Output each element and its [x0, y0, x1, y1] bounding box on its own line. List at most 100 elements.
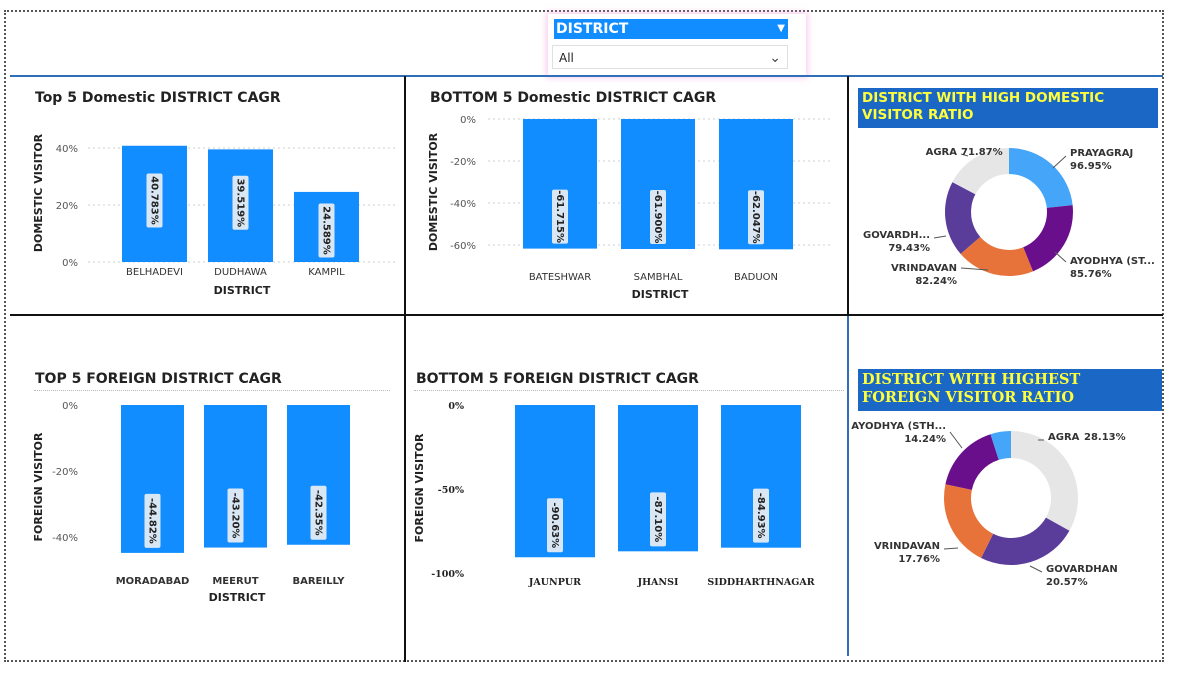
- y-axis-title: FOREIGN VISITOR: [413, 433, 426, 542]
- leader-line: [949, 431, 963, 449]
- data-label: -61.715%: [554, 190, 565, 243]
- y-tick-label: 20%: [56, 201, 78, 212]
- category-label: BELHADEVI: [126, 267, 183, 278]
- chart-title: DISTRICT WITH HIGHEST FOREIGN VISITOR RA…: [858, 369, 1162, 411]
- leader-line: [1054, 251, 1067, 263]
- slice-label: AGRA: [926, 147, 958, 158]
- data-label-box: [547, 498, 563, 553]
- category-label: MORADABAD: [116, 576, 190, 587]
- slice-label: GOVARDH...: [863, 230, 930, 241]
- data-label: -84.93%: [755, 493, 766, 539]
- y-tick-label: 0%: [448, 401, 464, 412]
- category-label: MEERUT: [212, 576, 258, 587]
- donut-slice: [952, 148, 1009, 195]
- slicer-selected-value: All: [559, 51, 574, 65]
- data-label: 40.783%: [149, 176, 160, 225]
- category-label: BATESHWAR: [529, 272, 591, 283]
- y-tick-label: -20%: [450, 157, 476, 168]
- y-tick-label: -40%: [450, 199, 476, 210]
- report-canvas: [4, 10, 1164, 662]
- title-underline: [34, 390, 390, 392]
- x-axis-title: DISTRICT: [632, 288, 689, 301]
- chart-title: DISTRICT WITH HIGH DOMESTIC VISITOR RATI…: [858, 88, 1158, 128]
- data-label: 24.589%: [321, 206, 332, 255]
- data-label-box: [318, 203, 335, 258]
- leader-line: [960, 153, 969, 157]
- data-label-box: [650, 189, 666, 244]
- data-label-box: [232, 175, 249, 230]
- slice-label: GOVARDHAN: [1046, 564, 1118, 575]
- donut-slice: [945, 434, 999, 490]
- chart-title: BOTTOM 5 FOREIGN DISTRICT CAGR: [416, 371, 699, 387]
- middle-divider: [10, 314, 1163, 316]
- y-axis-title: FOREIGN VISITOR: [32, 432, 45, 541]
- slice-label: VRINDAVAN: [891, 263, 957, 274]
- category-label: SIDDHARTHNAGAR: [707, 577, 814, 588]
- y-tick-label: -20%: [52, 467, 78, 478]
- donut-slice: [1009, 148, 1073, 208]
- slice-value: 28.13%: [1084, 432, 1126, 443]
- data-label: -43.20%: [230, 493, 241, 539]
- data-label: -87.10%: [652, 496, 663, 542]
- data-label-box: [227, 488, 244, 543]
- slice-value: 17.76%: [898, 554, 940, 565]
- slice-label: AYODHYA (ST...: [1070, 256, 1155, 267]
- title-underline: [414, 390, 844, 392]
- slice-value: 79.43%: [888, 243, 930, 254]
- leader-line: [1052, 155, 1067, 169]
- category-label: JAUNPUR: [528, 577, 581, 588]
- leader-line: [960, 267, 989, 271]
- slice-value: 85.76%: [1070, 269, 1112, 280]
- data-label-box: [144, 493, 161, 548]
- x-axis-title: DISTRICT: [209, 591, 266, 604]
- slicer-header: DISTRICT ▼: [554, 19, 788, 39]
- data-label-box: [552, 189, 568, 244]
- leader-line: [933, 235, 947, 239]
- y-axis-title: DOMESTIC VISITOR: [32, 133, 45, 252]
- data-label: 39.519%: [235, 178, 246, 227]
- donut-slice: [944, 182, 981, 254]
- slicer-title: DISTRICT: [556, 21, 629, 37]
- right-column-divider-top: [847, 76, 849, 316]
- y-axis-title: DOMESTIC VISITOR: [427, 132, 440, 251]
- y-tick-label: -40%: [52, 533, 78, 544]
- y-tick-label: 40%: [56, 144, 78, 155]
- slice-value: 20.57%: [1046, 577, 1088, 588]
- data-label: -61.900%: [652, 191, 663, 244]
- donut-slice: [981, 517, 1070, 565]
- donut-slice: [1023, 205, 1073, 272]
- category-label: JHANSI: [637, 577, 679, 588]
- slice-label: AGRA: [1048, 432, 1080, 443]
- district-slicer[interactable]: DISTRICT ▼ All ⌄: [548, 14, 806, 76]
- y-tick-label: -100%: [431, 569, 464, 580]
- data-label-box: [650, 492, 666, 547]
- top-divider: [10, 75, 1163, 77]
- left-column-divider: [404, 76, 406, 662]
- chevron-down-icon[interactable]: ⌄: [769, 50, 781, 66]
- y-tick-label: 0%: [460, 115, 476, 126]
- slice-value: 96.95%: [1070, 161, 1112, 172]
- data-label: -44.82%: [147, 498, 158, 544]
- data-label-box: [310, 485, 327, 540]
- leader-line: [943, 547, 959, 550]
- data-label: -62.047%: [750, 191, 761, 244]
- slice-value: 14.24%: [904, 434, 946, 445]
- category-label: DUDHAWA: [214, 267, 267, 278]
- category-label: KAMPIL: [308, 267, 345, 278]
- leader-line: [1029, 565, 1043, 573]
- slicer-dropdown[interactable]: All ⌄: [552, 45, 788, 69]
- y-tick-label: 0%: [62, 401, 78, 412]
- right-column-divider-bottom: [847, 316, 849, 656]
- donut-slice: [990, 431, 1011, 460]
- chart-title: Top 5 Domestic DISTRICT CAGR: [35, 90, 281, 106]
- category-label: BADUON: [734, 272, 778, 283]
- slice-label: AYODHYA (STH...: [851, 421, 946, 432]
- donut-slice: [943, 484, 994, 558]
- y-tick-label: -50%: [438, 485, 464, 496]
- category-label: SAMBHAL: [634, 272, 683, 283]
- slice-value: 82.24%: [915, 276, 957, 287]
- data-label-box: [753, 488, 769, 543]
- data-label: -42.35%: [313, 490, 324, 536]
- y-tick-label: 0%: [62, 258, 78, 269]
- chevron-down-icon[interactable]: ▼: [777, 23, 785, 34]
